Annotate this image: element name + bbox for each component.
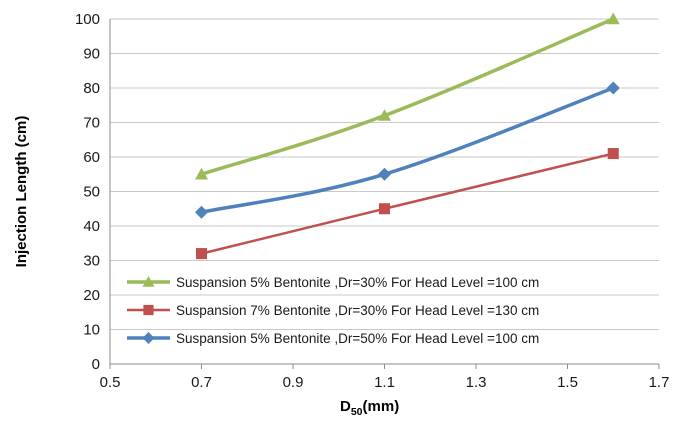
data-point-square <box>607 148 619 160</box>
data-point-square <box>378 203 391 215</box>
series-lines <box>195 12 620 260</box>
y-tick-label: 70 <box>83 115 100 132</box>
legend-entry: Suspansion 5% Bentonite ,Dr=30% For Head… <box>176 275 539 290</box>
data-point-triangle <box>195 167 208 180</box>
data-point-triangle <box>142 276 155 287</box>
x-tick-label: 1.5 <box>557 374 578 391</box>
y-axis-label: Injection Length (cm) <box>13 116 30 268</box>
legend-entry: Suspansion 5% Bentonite ,Dr=50% For Head… <box>176 331 539 346</box>
x-axis-label: D50(mm) <box>340 398 399 418</box>
x-axis-label-main: D <box>340 398 351 415</box>
data-point-triangle <box>378 109 391 121</box>
legend-entry: Suspansion 7% Bentonite ,Dr=30% For Head… <box>176 303 539 318</box>
x-tick-label: 1.1 <box>374 374 395 391</box>
y-tick-label: 90 <box>83 46 100 63</box>
data-point-diamond <box>606 81 620 95</box>
x-tick-label: 1.3 <box>466 374 487 391</box>
data-point-square <box>195 248 208 260</box>
grid-lines <box>110 18 659 330</box>
y-tick-label: 10 <box>83 322 100 339</box>
x-axis-label-subscript: 50 <box>351 406 363 418</box>
data-point-diamond <box>378 167 391 181</box>
y-tick-label: 30 <box>83 253 100 270</box>
y-tick-label: 40 <box>83 218 100 235</box>
data-point-diamond <box>195 205 208 219</box>
legend: Suspansion 5% Bentonite ,Dr=30% For Head… <box>127 275 539 346</box>
y-tick-label: 50 <box>83 184 100 201</box>
x-tick-label: 1.7 <box>649 374 670 391</box>
data-point-triangle <box>606 12 620 25</box>
data-point-square <box>143 304 154 316</box>
axes <box>109 19 660 369</box>
x-axis-label-unit: (mm) <box>363 398 400 415</box>
x-tick-label: 0.7 <box>191 374 212 391</box>
data-point-diamond <box>142 332 155 344</box>
y-tick-labels: 0 10 20 30 40 50 60 70 80 90 100 <box>75 11 100 373</box>
x-tick-labels: 0.5 0.7 0.9 1.1 1.3 1.5 1.7 <box>100 374 670 391</box>
x-tick-label: 0.9 <box>283 374 304 391</box>
series-line-1 <box>200 17 614 176</box>
y-tick-label: 60 <box>83 149 100 166</box>
y-tick-label: 0 <box>92 356 100 373</box>
y-tick-label: 20 <box>83 287 100 304</box>
y-tick-label: 80 <box>83 80 100 97</box>
x-tick-label: 0.5 <box>100 374 121 391</box>
y-tick-label: 100 <box>75 11 100 28</box>
